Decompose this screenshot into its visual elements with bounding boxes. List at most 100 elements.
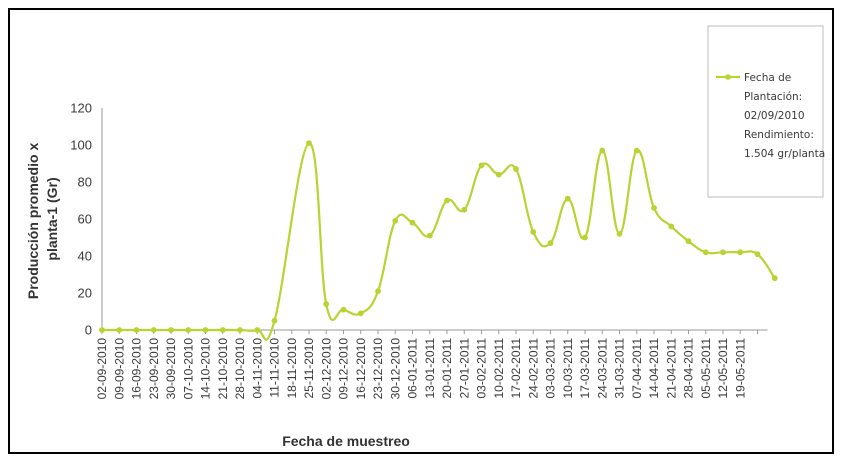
x-tick-label: 07-10-2010 [181,338,195,400]
x-tick-label: 09-12-2010 [337,338,351,400]
legend-text-line-5: 1.504 gr/planta [744,148,825,160]
y-axis-title-line-2: planta-1 (Gr) [44,177,60,260]
x-tick-label: 09-09-2010 [112,338,126,400]
x-tick-label: 28-04-2011 [682,338,696,399]
x-tick-label: 14-04-2011 [647,338,661,399]
y-tick-label: 80 [78,175,92,190]
data-point [737,249,744,256]
data-point [116,327,123,333]
legend-text-line-1: Fecha de [744,72,791,84]
axes: 0 20 40 60 80 100 120 02-09-2010 09-09-2010 16-0… [70,101,768,399]
data-point [133,327,140,333]
data-point [254,327,261,333]
data-point [668,223,675,230]
y-axis-title-line-1: Producción promedio x [25,143,41,300]
legend: Fecha de Plantación: 02/09/2010 Rendimie… [707,25,825,198]
x-tick-label: 02-09-2010 [95,338,109,400]
data-point [599,147,606,154]
x-tick-label: 04-11-2010 [250,338,264,399]
x-tick-label: 21-04-2011 [664,338,678,399]
x-tick-label: 25-11-2010 [302,338,316,399]
data-point [754,251,761,258]
data-point [409,219,416,226]
x-tick-label: 03-03-2011 [544,338,558,399]
data-point [495,171,502,178]
y-ticks: 0 20 40 60 80 100 120 [70,101,92,338]
x-tick-label: 10-02-2011 [492,338,506,399]
x-axis-title: Fecha de muestreo [282,433,410,449]
y-tick-label: 120 [70,101,92,116]
x-tick-label: 17-02-2011 [509,338,523,399]
x-tick-label: 13-01-2011 [423,338,437,399]
data-point [547,240,554,246]
data-point [185,327,192,333]
data-point [633,147,640,154]
data-point [461,206,468,213]
data-point [771,275,778,282]
data-point [375,288,381,295]
legend-box [707,25,824,198]
x-tick-label: 02-12-2010 [319,338,333,400]
data-point [651,205,657,211]
x-tick-label: 30-09-2010 [164,338,178,400]
x-tick-label: 21-10-2010 [216,338,230,400]
data-point [323,301,330,307]
y-axis-title: Producción promedio x planta-1 (Gr) [25,139,60,299]
x-tick-label: 06-01-2011 [406,338,420,399]
data-point [150,327,157,333]
data-point [426,232,433,239]
y-tick-label: 60 [78,212,92,227]
x-tick-label: 30-12-2010 [388,338,402,400]
data-point [513,166,519,172]
x-tick-label: 18-11-2010 [285,338,299,399]
x-tick-label: 05-05-2011 [699,338,713,399]
data-point [530,229,537,235]
y-tick-label: 20 [78,286,92,301]
data-point [340,306,347,313]
legend-text-line-2: Plantación: [744,91,802,103]
x-ticks: 02-09-2010 09-09-2010 16-09-2010 23-09-2010… [95,330,758,399]
data-point [357,310,364,317]
data-point [444,197,450,204]
data-point [168,327,174,333]
legend-text-line-3: 02/09/2010 [744,110,805,122]
data-point [564,195,571,202]
data-point [478,162,485,169]
data-point [306,140,312,147]
data-point [685,238,692,245]
x-tick-label: 19-05-2011 [733,338,747,399]
data-point [237,327,243,333]
series-line [102,142,776,341]
data-point [219,327,226,333]
data-point [702,249,709,256]
x-tick-label: 28-10-2010 [233,338,247,400]
data-point [720,249,726,256]
data-point [582,234,588,241]
data-point [99,327,105,333]
x-tick-label: 07-04-2011 [630,338,644,399]
x-tick-label: 31-03-2011 [613,338,627,399]
y-tick-label: 0 [85,323,92,338]
data-point [392,217,399,224]
x-tick-label: 23-09-2010 [147,338,161,400]
x-tick-label: 11-11-2010 [268,338,282,398]
legend-text-line-4: Rendimiento: [744,129,814,141]
data-point [202,327,209,333]
series-group [99,140,778,341]
x-tick-label: 20-01-2011 [440,338,454,399]
x-tick-label: 14-10-2010 [199,338,213,400]
x-tick-label: 12-05-2011 [716,338,730,399]
x-tick-label: 24-03-2011 [595,338,609,399]
y-tick-label: 100 [70,138,92,153]
x-tick-label: 16-12-2010 [354,338,368,400]
x-tick-label: 23-12-2010 [371,338,385,400]
data-point [616,230,623,237]
data-point [271,317,278,324]
legend-marker-swatch [725,74,731,80]
x-tick-label: 03-02-2011 [475,338,489,399]
x-tick-label: 16-09-2010 [130,338,144,400]
x-tick-label: 10-03-2011 [561,338,575,399]
y-tick-label: 40 [78,249,92,264]
x-tick-label: 24-02-2011 [526,338,540,399]
